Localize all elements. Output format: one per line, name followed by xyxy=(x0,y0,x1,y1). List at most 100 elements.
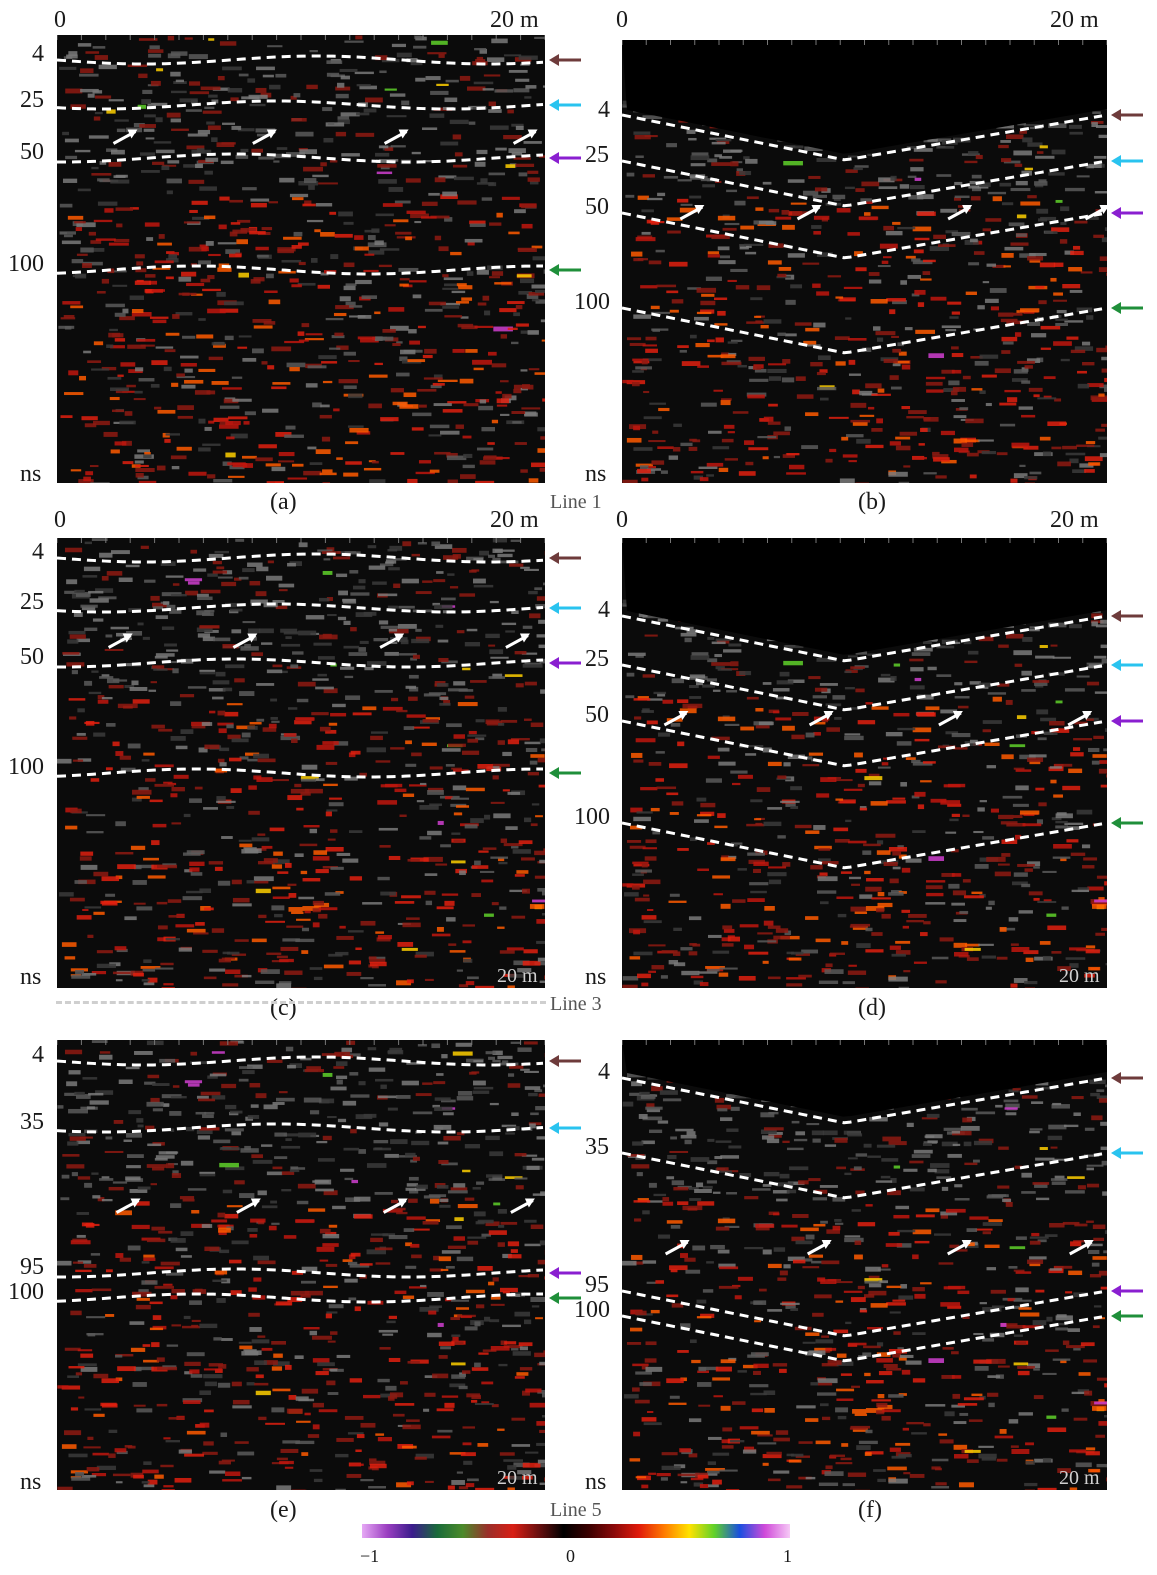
reflection-mark xyxy=(509,889,527,893)
reflection-mark xyxy=(1084,973,1095,978)
reflection-mark xyxy=(304,338,324,341)
reflection-mark xyxy=(856,943,871,948)
reflection-mark xyxy=(129,1321,145,1325)
reflection-mark xyxy=(71,974,91,979)
reflection-mark xyxy=(354,1214,373,1219)
reflection-mark xyxy=(915,329,936,334)
reflection-mark xyxy=(68,370,79,376)
reflection-mark xyxy=(899,431,918,436)
reflection-mark xyxy=(705,966,725,969)
reflection-mark xyxy=(117,703,138,709)
reflection-mark xyxy=(1024,482,1036,483)
reflection-mark xyxy=(80,68,94,74)
reflection-mark xyxy=(180,1255,192,1258)
reflection-mark xyxy=(242,463,254,468)
reflection-mark xyxy=(408,329,417,334)
reflection-mark xyxy=(447,401,467,404)
reflection-mark xyxy=(266,1059,283,1063)
reflection-mark xyxy=(75,1372,83,1376)
reflection-mark xyxy=(511,152,523,156)
reflection-mark xyxy=(282,1440,300,1444)
reflection-mark xyxy=(538,1093,545,1097)
reflection-mark xyxy=(167,899,182,903)
reflection-mark xyxy=(374,1078,394,1082)
reflection-mark xyxy=(819,369,828,373)
reflection-mark xyxy=(196,1095,209,1099)
reflection-mark xyxy=(405,1152,416,1157)
reflection-mark xyxy=(689,195,702,199)
reflection-mark xyxy=(491,38,508,44)
reflection-mark xyxy=(876,850,891,855)
reflection-mark xyxy=(154,1157,168,1161)
reflection-mark xyxy=(1042,1457,1052,1463)
reflection-mark xyxy=(405,740,412,745)
reflection-mark xyxy=(633,258,644,262)
reflection-mark xyxy=(151,289,166,292)
reflection-mark xyxy=(440,1099,456,1103)
reflection-mark xyxy=(502,751,512,757)
reflection-mark xyxy=(515,163,535,168)
reflection-mark xyxy=(905,255,916,259)
reflection-mark xyxy=(363,269,379,273)
reflection-mark xyxy=(981,451,996,455)
reflection-mark xyxy=(197,596,213,601)
reflection-mark xyxy=(461,297,473,301)
reflection-mark xyxy=(1027,1259,1044,1264)
reflection-mark xyxy=(768,363,787,366)
reflection-mark xyxy=(306,219,324,223)
reflection-mark xyxy=(438,1341,455,1346)
reflection-mark xyxy=(941,1374,955,1379)
reflection-mark xyxy=(505,1132,515,1135)
reflection-mark xyxy=(671,801,684,806)
reflection-mark xyxy=(374,362,383,366)
reflection-mark xyxy=(456,1132,465,1136)
reflection-mark xyxy=(355,132,375,137)
reflection-mark xyxy=(94,55,108,60)
reflection-mark xyxy=(462,464,475,469)
reflection-mark xyxy=(434,1106,453,1111)
reflection-mark xyxy=(250,202,267,208)
reflection-mark xyxy=(437,820,444,825)
reflection-mark xyxy=(730,339,743,343)
reflection-mark xyxy=(242,357,257,362)
reflection-mark xyxy=(377,1095,398,1099)
reflection-mark xyxy=(791,1120,800,1124)
reflection-mark xyxy=(826,727,840,732)
reflection-mark xyxy=(889,309,896,315)
reflection-mark xyxy=(522,1462,541,1468)
reflection-mark xyxy=(172,583,180,586)
reflection-mark xyxy=(343,351,356,356)
reflection-mark xyxy=(669,893,680,897)
reflection-mark xyxy=(871,205,889,210)
reflection-mark xyxy=(309,462,323,465)
radargram-f: 20 m xyxy=(622,1040,1107,1490)
reflection-mark xyxy=(340,112,360,117)
reflection-mark xyxy=(317,1362,335,1367)
reflection-mark xyxy=(356,431,371,435)
reflection-mark xyxy=(641,1484,649,1489)
reflection-mark xyxy=(304,788,323,794)
reflection-mark xyxy=(518,1275,531,1278)
reflection-mark xyxy=(746,823,765,827)
reflection-mark xyxy=(66,579,78,585)
reflection-mark xyxy=(219,747,230,752)
reflection-mark xyxy=(211,137,218,142)
reflection-mark xyxy=(416,800,425,803)
reflection-mark xyxy=(1087,383,1104,388)
reflection-mark xyxy=(190,263,198,266)
reflection-mark xyxy=(859,807,868,811)
y-tick-label: 25 xyxy=(585,142,609,168)
reflection-mark xyxy=(832,1197,846,1202)
reflection-mark xyxy=(512,849,531,854)
reflection-mark xyxy=(375,152,390,157)
reflection-mark xyxy=(257,1190,267,1196)
reflection-mark xyxy=(669,261,688,267)
reflection-mark xyxy=(913,456,927,460)
reflection-mark xyxy=(914,177,922,181)
reflection-mark xyxy=(436,1073,444,1076)
reflection-mark xyxy=(544,1276,545,1280)
reflection-mark xyxy=(71,1172,78,1177)
reflection-mark xyxy=(971,1393,983,1397)
reflection-mark xyxy=(211,1095,226,1100)
reflection-mark xyxy=(490,1345,510,1351)
